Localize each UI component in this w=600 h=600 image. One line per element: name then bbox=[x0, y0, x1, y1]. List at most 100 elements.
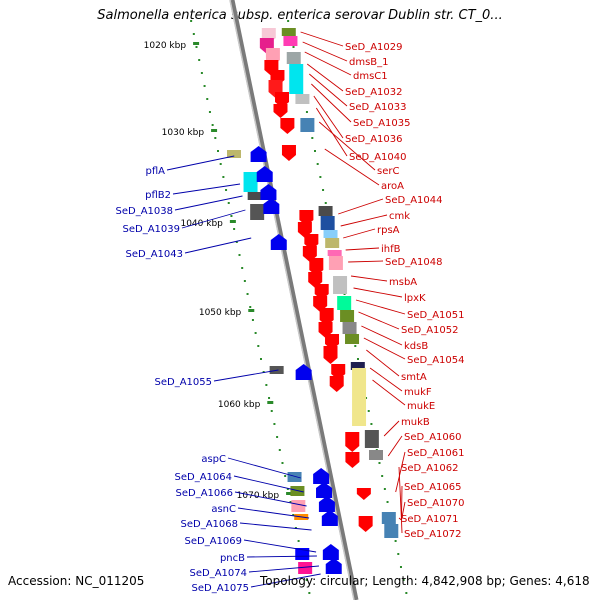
forward-leader-line bbox=[306, 63, 344, 92]
left-guide-dot bbox=[270, 410, 273, 412]
reverse-gene-arrow bbox=[313, 468, 330, 484]
reverse-gene-arrow bbox=[318, 496, 335, 512]
genome-title: Salmonella enterica subsp. enterica sero… bbox=[97, 8, 503, 23]
forward-gene-label: ihfB bbox=[381, 244, 401, 255]
forward-gene-block bbox=[297, 222, 312, 232]
forward-gene-arrow bbox=[329, 386, 344, 392]
reverse-gene-box bbox=[243, 172, 258, 192]
forward-gene-block bbox=[304, 234, 319, 244]
right-guide-dot bbox=[386, 501, 389, 503]
reverse-gene-label: asnC bbox=[211, 504, 236, 515]
forward-gene-label: SeD_A1061 bbox=[407, 448, 465, 459]
right-guide-dot bbox=[370, 423, 373, 425]
forward-gene-arrow bbox=[356, 494, 371, 500]
left-guide-dot bbox=[254, 332, 257, 334]
left-guide-dot bbox=[265, 384, 268, 386]
forward-gene-label: SeD_A1062 bbox=[401, 463, 459, 474]
reverse-gene-label: SeD_A1039 bbox=[123, 224, 181, 235]
forward-leader-line bbox=[353, 287, 403, 298]
reverse-gene-label: pflA bbox=[146, 166, 166, 177]
forward-gene-label: SeD_A1044 bbox=[385, 195, 443, 206]
scale-tick bbox=[267, 401, 274, 404]
left-guide-dot bbox=[297, 540, 300, 542]
left-guide-dot bbox=[195, 46, 198, 48]
forward-gene-arrow bbox=[358, 526, 373, 532]
scale-label: 1040 kbp bbox=[180, 219, 223, 229]
reverse-gene-arrow bbox=[270, 234, 287, 250]
left-guide-dot bbox=[259, 358, 262, 360]
left-guide-dot bbox=[198, 59, 201, 61]
left-guide-dot bbox=[214, 137, 217, 139]
forward-gene-label: rpsA bbox=[377, 225, 400, 236]
forward-gene-label: SeD_A1032 bbox=[345, 87, 403, 98]
reverse-gene-arrow bbox=[321, 510, 338, 526]
right-guide-dot bbox=[397, 553, 400, 555]
right-guide-dot bbox=[354, 345, 357, 347]
right-guide-dot bbox=[405, 592, 408, 594]
forward-gene-box bbox=[328, 256, 343, 270]
right-guide-dot bbox=[314, 150, 316, 152]
left-guide-dot bbox=[208, 111, 211, 113]
forward-gene-label: mukB bbox=[401, 417, 430, 428]
forward-gene-box bbox=[323, 230, 338, 238]
right-guide-dot bbox=[381, 475, 384, 477]
forward-gene-block bbox=[331, 364, 346, 374]
reverse-leader-line bbox=[248, 565, 320, 573]
forward-leader-line bbox=[401, 501, 406, 521]
scale-tick bbox=[286, 492, 293, 495]
left-guide-dot bbox=[206, 98, 209, 100]
forward-gene-arrow bbox=[345, 446, 360, 452]
genome-summary-label: Topology: circular; Length: 4,842,908 bp… bbox=[260, 574, 590, 588]
forward-gene-label: mukF bbox=[404, 387, 432, 398]
forward-leader-line bbox=[302, 41, 348, 62]
forward-leader-line bbox=[315, 107, 348, 157]
forward-gene-block bbox=[281, 145, 296, 155]
forward-gene-label: kdsB bbox=[404, 341, 428, 352]
forward-leader-line bbox=[372, 379, 406, 406]
forward-gene-box bbox=[381, 512, 396, 524]
forward-gene-block bbox=[299, 210, 314, 220]
backbone-axis bbox=[229, 0, 359, 600]
right-guide-dot bbox=[319, 176, 322, 178]
forward-gene-arrow bbox=[280, 128, 295, 134]
forward-gene-block bbox=[259, 38, 274, 48]
scale-tick bbox=[229, 220, 236, 223]
forward-gene-label: SeD_A1065 bbox=[404, 482, 462, 493]
forward-gene-block bbox=[265, 48, 280, 60]
forward-gene-box bbox=[384, 524, 399, 538]
reverse-gene-box bbox=[287, 472, 302, 482]
reverse-gene-box bbox=[250, 204, 265, 220]
reverse-gene-arrow bbox=[260, 184, 277, 200]
forward-gene-label: serC bbox=[377, 166, 399, 177]
reverse-gene-arrow bbox=[322, 544, 339, 560]
forward-gene-label: SeD_A1071 bbox=[401, 514, 459, 525]
reverse-gene-arrow bbox=[316, 482, 333, 498]
right-guide-dot bbox=[324, 202, 327, 204]
forward-gene-block bbox=[345, 432, 360, 446]
forward-gene-label: SeD_A1052 bbox=[401, 325, 459, 336]
backbone-highlight bbox=[229, 0, 355, 600]
reverse-leader-line bbox=[237, 507, 310, 519]
forward-gene-label: dmsC1 bbox=[353, 71, 388, 82]
left-guide-dot bbox=[308, 592, 311, 594]
forward-gene-label: mukE bbox=[407, 401, 435, 412]
forward-gene-arrow bbox=[281, 155, 296, 161]
left-guide-dot bbox=[249, 306, 252, 308]
reverse-leader-line bbox=[166, 155, 235, 171]
forward-leader-line bbox=[398, 466, 402, 521]
forward-gene-block bbox=[325, 334, 340, 344]
reverse-leader-line bbox=[243, 539, 317, 553]
right-guide-dot bbox=[305, 111, 308, 113]
forward-gene-box bbox=[345, 334, 360, 344]
forward-gene-label: msbA bbox=[389, 277, 417, 288]
forward-gene-arrow bbox=[273, 112, 288, 118]
forward-leader-line bbox=[363, 337, 406, 360]
forward-leader-line bbox=[383, 420, 400, 437]
reverse-gene-arrow bbox=[325, 558, 342, 574]
reverse-gene-label: SeD_A1038 bbox=[116, 206, 174, 217]
right-guide-dot bbox=[367, 410, 370, 412]
forward-gene-label: SeD_A1036 bbox=[345, 134, 403, 145]
left-guide-dot bbox=[238, 254, 241, 256]
reverse-gene-arrow bbox=[295, 364, 312, 380]
reverse-leader-line bbox=[233, 475, 304, 493]
